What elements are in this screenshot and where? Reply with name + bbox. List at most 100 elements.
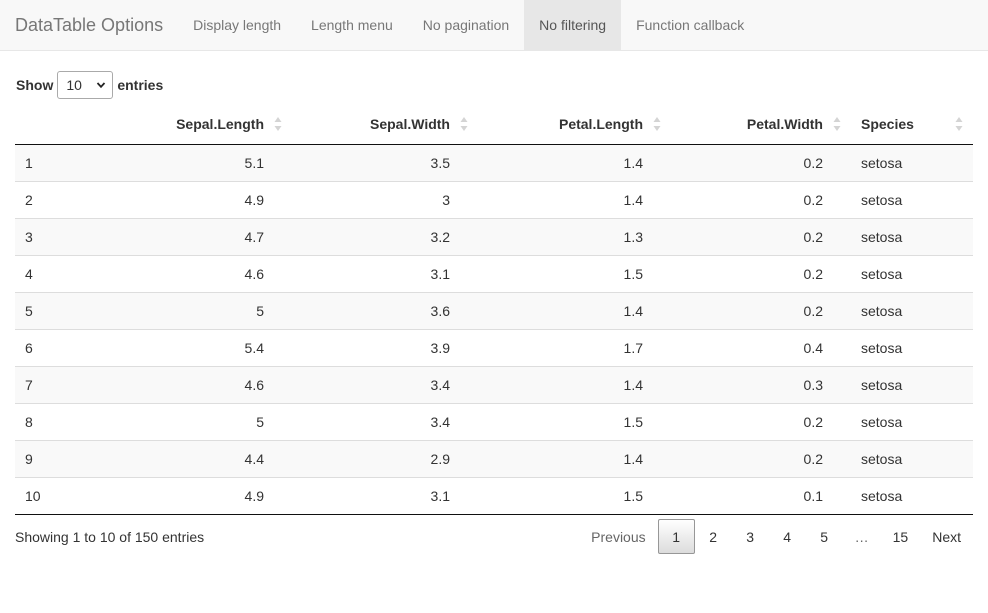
cell-sepal-length: 4.9 bbox=[130, 180, 292, 218]
cell-sepal-width: 3.9 bbox=[292, 328, 478, 366]
cell-petal-length: 1.3 bbox=[478, 217, 671, 255]
cell-species: setosa bbox=[851, 402, 973, 440]
cell-petal-width: 0.2 bbox=[671, 254, 851, 292]
navbar-brand[interactable]: DataTable Options bbox=[15, 14, 164, 35]
cell-sepal-width: 3.4 bbox=[292, 402, 478, 440]
cell-species: setosa bbox=[851, 291, 973, 329]
previous-page-button[interactable]: Previous bbox=[591, 528, 646, 545]
cell-index: 4 bbox=[15, 254, 130, 292]
cell-petal-width: 0.2 bbox=[671, 291, 851, 329]
sort-both-icon bbox=[653, 117, 661, 132]
show-label: Show bbox=[16, 77, 54, 93]
cell-petal-width: 0.4 bbox=[671, 328, 851, 366]
tab-function-callback[interactable]: Function callback bbox=[636, 17, 745, 33]
cell-petal-length: 1.4 bbox=[478, 439, 671, 477]
length-menu: Show 10 entries bbox=[16, 71, 163, 99]
page-button-1[interactable]: 1 bbox=[657, 519, 695, 554]
cell-sepal-length: 5.4 bbox=[130, 328, 292, 366]
sort-both-icon bbox=[460, 117, 468, 132]
data-table: Sepal.Length Sepal.Width Petal.Length Pe… bbox=[15, 105, 973, 515]
column-header-label: Petal.Width bbox=[746, 116, 823, 133]
cell-petal-length: 1.7 bbox=[478, 328, 671, 366]
page-button-2[interactable]: 2 bbox=[709, 528, 718, 545]
cell-sepal-length: 4.6 bbox=[130, 254, 292, 292]
cell-sepal-length: 4.6 bbox=[130, 365, 292, 403]
cell-sepal-width: 3.1 bbox=[292, 476, 478, 515]
cell-petal-length: 1.4 bbox=[478, 365, 671, 403]
table-info: Showing 1 to 10 of 150 entries bbox=[15, 529, 205, 545]
cell-index: 9 bbox=[15, 439, 130, 477]
cell-sepal-width: 3.5 bbox=[430, 154, 450, 171]
cell-sepal-width: 3 bbox=[292, 180, 478, 218]
cell-petal-width: 0.2 bbox=[671, 439, 851, 477]
cell-sepal-width: 3.6 bbox=[292, 291, 478, 329]
cell-petal-width: 0.2 bbox=[671, 402, 851, 440]
column-header-label: Petal.Length bbox=[558, 116, 643, 133]
cell-petal-width: 0.2 bbox=[671, 180, 851, 218]
tab-no-pagination[interactable]: No pagination bbox=[422, 17, 510, 33]
cell-index: 7 bbox=[15, 365, 130, 403]
cell-petal-width: 0.1 bbox=[671, 476, 851, 515]
cell-sepal-length: 5 bbox=[130, 291, 292, 329]
navbar-menu: Display length Length menu No pagination… bbox=[178, 0, 759, 50]
cell-petal-length: 1.5 bbox=[478, 254, 671, 292]
table-row: 10 4.9 3.1 1.5 0.1 setosa bbox=[15, 476, 973, 515]
cell-index: 8 bbox=[15, 402, 130, 440]
table-row: 3 4.7 3.2 1.3 0.2 setosa bbox=[15, 217, 973, 255]
page-button-4[interactable]: 4 bbox=[783, 528, 792, 545]
table-row: 1 5.1 3.5 1.4 0.2 setosa bbox=[15, 144, 973, 181]
column-header-label: Sepal.Length bbox=[176, 116, 264, 133]
cell-sepal-width: 2.9 bbox=[292, 439, 478, 477]
table-header: Sepal.Length Sepal.Width Petal.Length Pe… bbox=[15, 105, 973, 145]
column-header-index[interactable] bbox=[15, 105, 130, 145]
cell-species: setosa bbox=[851, 476, 973, 515]
table-row: 9 4.4 2.9 1.4 0.2 setosa bbox=[15, 439, 973, 477]
cell-index: 1 bbox=[25, 154, 33, 171]
next-page-button[interactable]: Next bbox=[932, 528, 961, 545]
entries-length-value: 10 bbox=[66, 77, 82, 93]
table-row: 5 5 3.6 1.4 0.2 setosa bbox=[15, 291, 973, 329]
cell-index: 6 bbox=[15, 328, 130, 366]
entries-label: entries bbox=[117, 77, 164, 93]
table-row: 7 4.6 3.4 1.4 0.3 setosa bbox=[15, 365, 973, 403]
cell-species: setosa bbox=[851, 439, 973, 477]
cell-petal-length: 1.4 bbox=[478, 180, 671, 218]
page-ellipsis: … bbox=[854, 528, 869, 545]
column-header-petal-length[interactable]: Petal.Length bbox=[478, 105, 671, 145]
navbar: DataTable Options Display length Length … bbox=[0, 0, 988, 51]
cell-species: setosa bbox=[851, 254, 973, 292]
cell-index: 10 bbox=[15, 476, 130, 515]
column-header-petal-width[interactable]: Petal.Width bbox=[671, 105, 851, 145]
column-header-label: Species bbox=[861, 116, 914, 133]
page-button-3[interactable]: 3 bbox=[746, 528, 755, 545]
cell-petal-length: 1.4 bbox=[623, 154, 643, 171]
cell-sepal-length: 4.4 bbox=[130, 439, 292, 477]
column-header-species[interactable]: Species bbox=[851, 105, 973, 145]
cell-species: setosa bbox=[861, 154, 903, 171]
column-header-sepal-length[interactable]: Sepal.Length bbox=[130, 105, 292, 145]
page-button-15[interactable]: 15 bbox=[892, 528, 909, 545]
tab-no-filtering[interactable]: No filtering bbox=[524, 0, 622, 50]
cell-sepal-length: 4.9 bbox=[130, 476, 292, 515]
cell-sepal-length: 4.7 bbox=[130, 217, 292, 255]
cell-petal-length: 1.5 bbox=[478, 402, 671, 440]
chevron-down-icon bbox=[97, 82, 106, 89]
cell-sepal-width: 3.2 bbox=[292, 217, 478, 255]
cell-index: 3 bbox=[15, 217, 130, 255]
entries-length-select[interactable]: 10 bbox=[57, 71, 114, 99]
column-header-sepal-width[interactable]: Sepal.Width bbox=[292, 105, 478, 145]
table-row: 2 4.9 3 1.4 0.2 setosa bbox=[15, 180, 973, 218]
cell-species: setosa bbox=[851, 217, 973, 255]
cell-petal-width: 0.3 bbox=[671, 365, 851, 403]
table-body: 1 5.1 3.5 1.4 0.2 setosa 2 4.9 3 1.4 0.2… bbox=[15, 144, 973, 515]
cell-petal-length: 1.5 bbox=[478, 476, 671, 515]
cell-sepal-width: 3.4 bbox=[292, 365, 478, 403]
cell-petal-width: 0.2 bbox=[671, 217, 851, 255]
page-button-5[interactable]: 5 bbox=[820, 528, 829, 545]
cell-sepal-length: 5.1 bbox=[244, 154, 264, 171]
cell-index: 2 bbox=[15, 180, 130, 218]
tab-display-length[interactable]: Display length bbox=[193, 17, 282, 33]
tab-length-menu[interactable]: Length menu bbox=[311, 17, 393, 33]
cell-species: setosa bbox=[851, 328, 973, 366]
cell-species: setosa bbox=[851, 180, 973, 218]
